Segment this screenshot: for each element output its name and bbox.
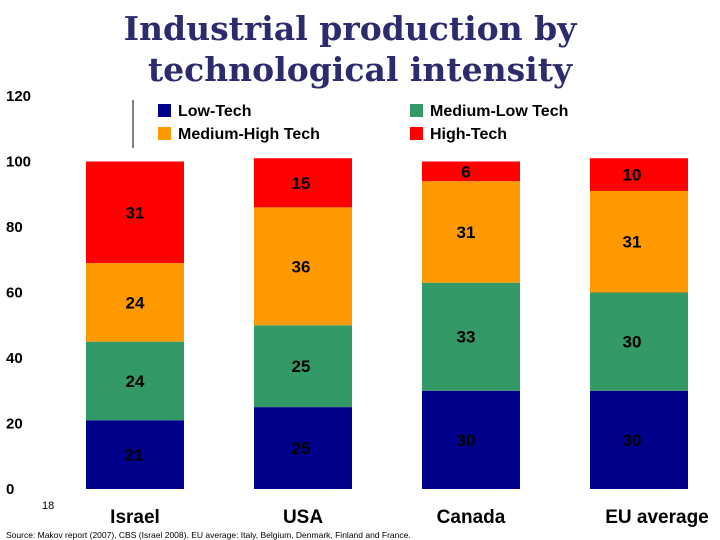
bar-segment-high-tech bbox=[254, 158, 352, 208]
chart-title-line-2: technological intensity bbox=[148, 50, 573, 89]
category-label: EU average bbox=[605, 507, 709, 528]
bar-segment-medium-low-tech bbox=[590, 292, 688, 391]
category-labels: Israel USA Canada EU average bbox=[110, 507, 709, 528]
bar-segment-low-tech bbox=[86, 420, 184, 489]
category-label: USA bbox=[283, 507, 323, 528]
bar-segment-medium-low-tech bbox=[422, 282, 520, 391]
bars bbox=[86, 158, 688, 489]
data-label: 31 bbox=[126, 203, 145, 222]
data-label: 31 bbox=[623, 233, 642, 252]
y-tick-label: 40 bbox=[6, 350, 23, 367]
bar-segment-high-tech bbox=[422, 161, 520, 182]
data-label: 25 bbox=[292, 439, 311, 458]
bar-segment-high-tech bbox=[590, 158, 688, 191]
bar-segment-low-tech bbox=[422, 390, 520, 489]
source-note: Source: Makov report (2007), CBS (Israel… bbox=[6, 530, 411, 540]
data-label: 15 bbox=[292, 174, 311, 193]
legend-label: Medium-Low Tech bbox=[430, 103, 568, 120]
legend-label: Low-Tech bbox=[178, 103, 251, 120]
data-label: 24 bbox=[126, 293, 145, 312]
data-label: 36 bbox=[292, 257, 311, 276]
legend-swatch bbox=[410, 104, 423, 117]
y-tick-label: 0 bbox=[6, 481, 14, 498]
chart-title-line-1: Industrial production by bbox=[124, 9, 578, 48]
data-label: 30 bbox=[457, 431, 476, 450]
legend-label: High-Tech bbox=[430, 126, 507, 143]
data-label: 10 bbox=[623, 166, 642, 185]
legend-label: Medium-High Tech bbox=[178, 126, 320, 143]
value-labels: 21 24 24 31 25 25 36 15 30 33 31 6 30 30 31 10 bbox=[125, 162, 642, 464]
data-label: 30 bbox=[623, 431, 642, 450]
y-tick-label: 80 bbox=[6, 219, 23, 236]
data-label: 33 bbox=[457, 328, 476, 347]
bar-segment-medium-high-tech bbox=[254, 207, 352, 326]
bar-segment-medium-low-tech bbox=[86, 341, 184, 421]
slide-number: 18 bbox=[42, 500, 54, 512]
y-tick-label: 60 bbox=[6, 285, 23, 302]
legend: Low-Tech Medium-Low Tech Medium-High Tech H… bbox=[158, 103, 568, 143]
legend-swatch bbox=[158, 104, 171, 117]
category-label: Israel bbox=[110, 507, 160, 528]
bar-segment-medium-high-tech bbox=[422, 181, 520, 283]
y-tick-label: 20 bbox=[6, 416, 23, 433]
data-label: 21 bbox=[125, 446, 144, 465]
data-label: 6 bbox=[461, 162, 470, 181]
y-tick-label: 100 bbox=[6, 154, 31, 171]
data-label: 30 bbox=[623, 333, 642, 352]
bar-segment-low-tech bbox=[590, 390, 688, 489]
y-axis-ticks: 0 20 40 60 80 100 120 bbox=[6, 88, 31, 498]
bar-segment-medium-high-tech bbox=[590, 190, 688, 293]
legend-swatch bbox=[410, 127, 423, 140]
data-label: 25 bbox=[292, 357, 311, 376]
data-label: 31 bbox=[457, 223, 476, 242]
data-label: 24 bbox=[126, 372, 145, 391]
legend-swatch bbox=[158, 127, 171, 140]
category-label: Canada bbox=[437, 507, 506, 528]
bar-segment-low-tech bbox=[254, 407, 352, 489]
bar-segment-medium-low-tech bbox=[254, 325, 352, 408]
bar-segment-medium-high-tech bbox=[86, 263, 184, 342]
y-tick-label: 120 bbox=[6, 88, 31, 105]
bar-segment-high-tech bbox=[86, 161, 184, 264]
